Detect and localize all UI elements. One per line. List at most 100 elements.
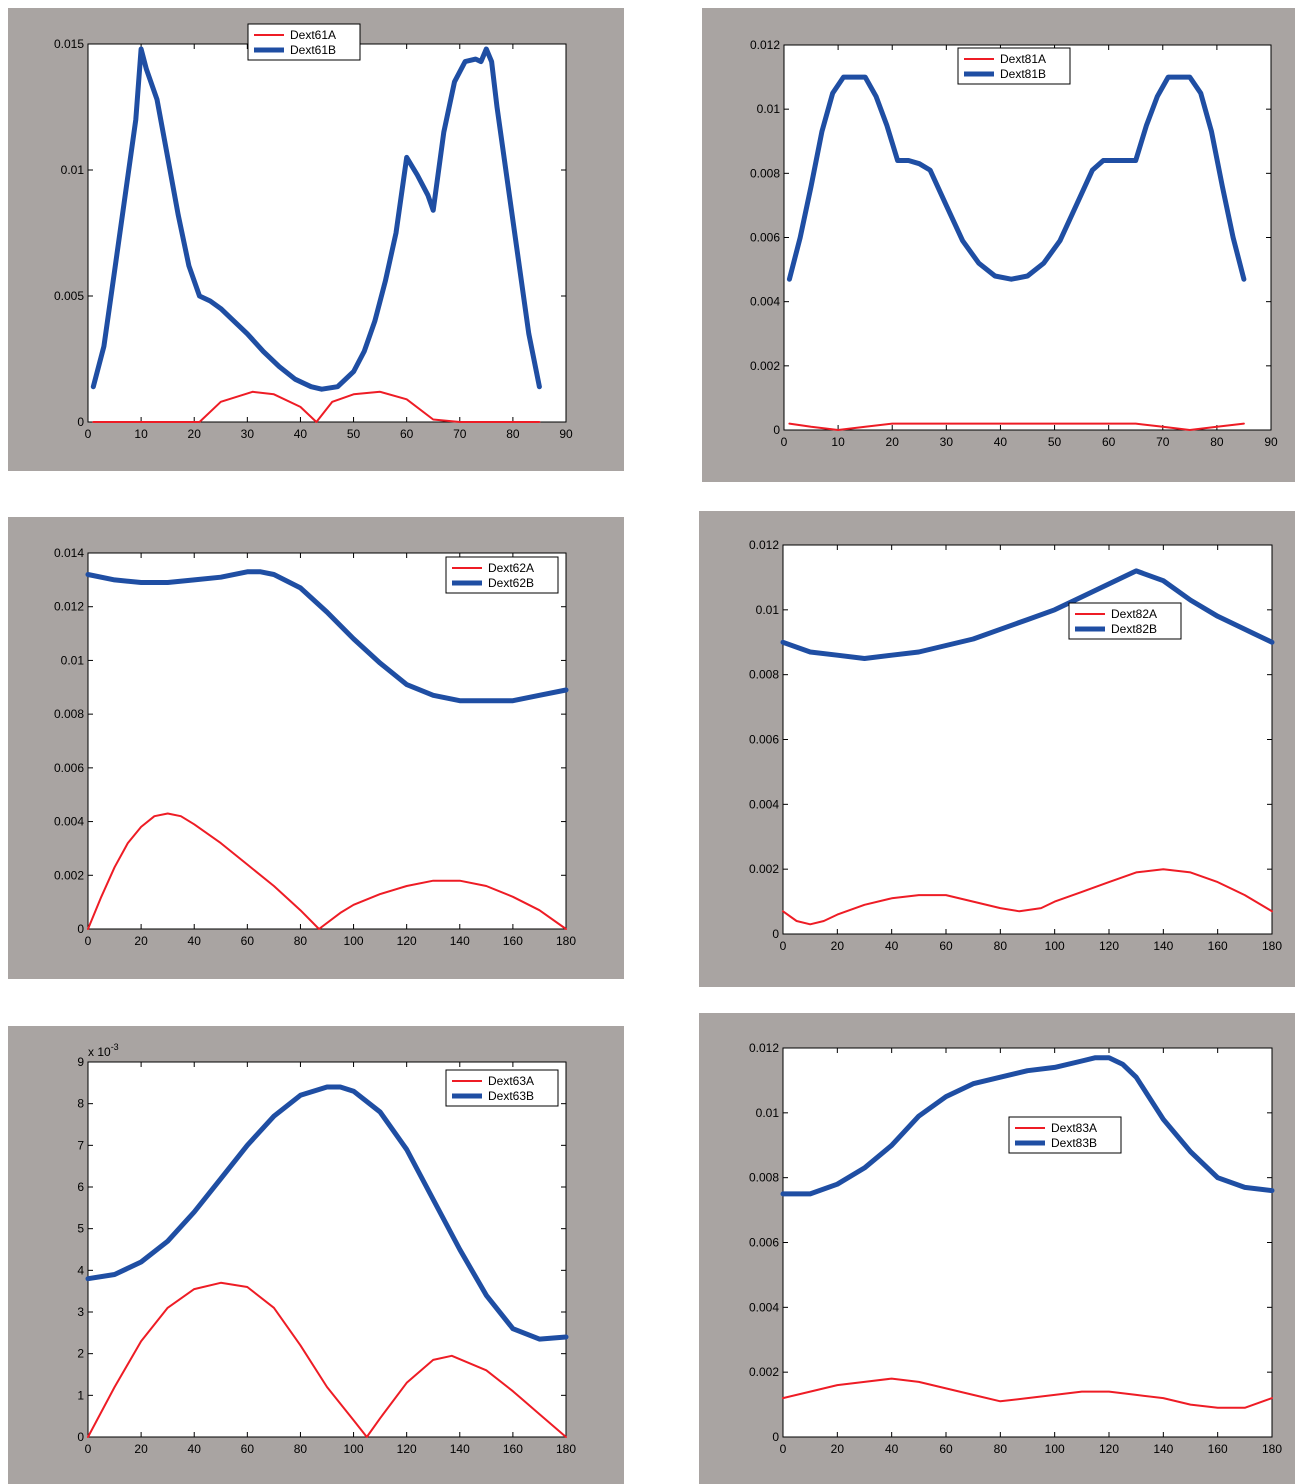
y-tick-label: 0.006: [749, 733, 779, 747]
x-tick-label: 20: [188, 427, 202, 441]
x-tick-label: 0: [781, 435, 788, 449]
y-tick-label: 7: [77, 1138, 84, 1152]
chart-svg: 0 20 40 60 80 100 120 140 160 180 0 0.002 0.004 0.006…: [699, 1013, 1295, 1484]
x-tick-label: 160: [1208, 939, 1228, 953]
series-line-dext81b: [786, 74, 1247, 282]
series-line-dext62a: [87, 812, 567, 930]
x-tick-label: 100: [1045, 939, 1065, 953]
y-tick-label: 0.004: [749, 797, 779, 811]
y-tick-label: 1: [77, 1388, 84, 1402]
chart-panel-dext61: 0 10 20 30 40 50 60 70 80 90 0 0.005 0.01 0.015 Dext61…: [8, 8, 624, 471]
legend-label: Dext62B: [488, 576, 534, 590]
x-tick-label: 50: [1048, 435, 1062, 449]
x-tick-label: 60: [241, 1442, 255, 1456]
y-tick-label: 0.002: [749, 862, 779, 876]
y-tick-label: 0.006: [750, 231, 780, 245]
y-tick-label: 0.004: [54, 815, 84, 829]
x-tick-label: 100: [1045, 1442, 1065, 1456]
y-tick-label: 0.015: [54, 37, 84, 51]
x-tick-label: 0: [780, 1442, 787, 1456]
plot-area: [87, 43, 567, 423]
x-tick-label: 40: [994, 435, 1008, 449]
y-tick-label: 0.008: [749, 668, 779, 682]
y-tick-label: 0.01: [61, 653, 85, 667]
y-tick-label: 4: [77, 1263, 84, 1277]
legend-box: [1008, 1116, 1122, 1154]
series-line-dext81a: [788, 422, 1245, 431]
y-tick-label: 0.01: [61, 163, 85, 177]
x-tick-label: 80: [294, 934, 308, 948]
x-tick-label: 40: [294, 427, 308, 441]
x-tick-label: 60: [241, 934, 255, 948]
y-tick-label: 0.008: [750, 166, 780, 180]
y-tick-label: 0.002: [750, 359, 780, 373]
y-tick-label: 0.008: [749, 1171, 779, 1185]
x-tick-label: 180: [556, 934, 576, 948]
x-tick-label: 50: [347, 427, 361, 441]
legend-box: [957, 47, 1071, 85]
x-tick-label: 20: [831, 939, 845, 953]
x-tick-label: 40: [885, 1442, 899, 1456]
x-tick-label: 180: [1262, 939, 1282, 953]
x-tick-label: 160: [503, 934, 523, 948]
y-tick-label: 0.004: [750, 295, 780, 309]
x-tick-label: 160: [503, 1442, 523, 1456]
y-tick-label: 0.006: [54, 761, 84, 775]
x-tick-label: 40: [188, 1442, 202, 1456]
plot-area: [783, 44, 1272, 431]
series-line-dext63b: [85, 1084, 569, 1342]
x-tick-label: 0: [780, 939, 787, 953]
series-line-dext61b: [90, 46, 542, 392]
x-tick-label: 90: [559, 427, 573, 441]
legend-label: Dext83B: [1051, 1136, 1097, 1150]
x-tick-label: 60: [939, 939, 953, 953]
chart-panel-dext63: 0 20 40 60 80 100 120 140 160 180 0 1 2 3 4 5 6 7 8 9 x 10-3…: [8, 1026, 624, 1484]
legend-box: [445, 556, 559, 594]
y-exponent-label: x 10-3: [88, 1042, 119, 1059]
legend-box: [247, 23, 361, 61]
y-tick-label: 2: [77, 1347, 84, 1361]
y-tick-label: 0.008: [54, 707, 84, 721]
x-tick-label: 120: [1099, 1442, 1119, 1456]
x-tick-label: 10: [134, 427, 148, 441]
chart-svg: 0 20 40 60 80 100 120 140 160 180 0 0.002 0.004 0.006…: [8, 517, 624, 979]
plot-area: [782, 544, 1273, 935]
x-tick-label: 0: [85, 934, 92, 948]
chart-svg: 0 20 40 60 80 100 120 140 160 180 0 1 2 3 4 5 6 7 8 9 x 10-3…: [8, 1026, 624, 1484]
legend-label: Dext63A: [488, 1074, 534, 1088]
legend-box: [445, 1069, 559, 1107]
x-tick-label: 70: [453, 427, 467, 441]
x-tick-label: 100: [344, 1442, 364, 1456]
x-tick-label: 40: [188, 934, 202, 948]
x-tick-label: 180: [556, 1442, 576, 1456]
x-tick-label: 70: [1156, 435, 1170, 449]
y-tick-label: 0.012: [749, 1041, 779, 1055]
x-tick-label: 180: [1262, 1442, 1282, 1456]
y-tick-label: 0.012: [54, 600, 84, 614]
legend-label: Dext83A: [1051, 1121, 1097, 1135]
legend-box: [1068, 602, 1182, 640]
plot-area: [782, 1047, 1273, 1438]
x-tick-label: 140: [1153, 1442, 1173, 1456]
x-tick-label: 80: [1210, 435, 1224, 449]
x-tick-label: 80: [994, 1442, 1008, 1456]
x-tick-label: 120: [1099, 939, 1119, 953]
chart-panel-dext81: 0 10 20 30 40 50 60 70 80 90 0 0.002 0.004 0.006 0.008…: [702, 8, 1295, 482]
x-tick-label: 60: [1102, 435, 1116, 449]
y-tick-label: 0: [77, 415, 84, 429]
x-tick-label: 80: [506, 427, 520, 441]
y-tick-label: 0.002: [749, 1365, 779, 1379]
legend-label: Dext62A: [488, 561, 534, 575]
legend-label: Dext81A: [1000, 52, 1046, 66]
series-line-dext63a: [87, 1281, 567, 1438]
y-tick-label: 0.01: [757, 102, 781, 116]
y-tick-label: 0.006: [749, 1236, 779, 1250]
series-line-dext83b: [780, 1055, 1275, 1197]
legend-label: Dext61A: [290, 28, 336, 42]
x-tick-label: 80: [994, 939, 1008, 953]
y-tick-label: 6: [77, 1180, 84, 1194]
